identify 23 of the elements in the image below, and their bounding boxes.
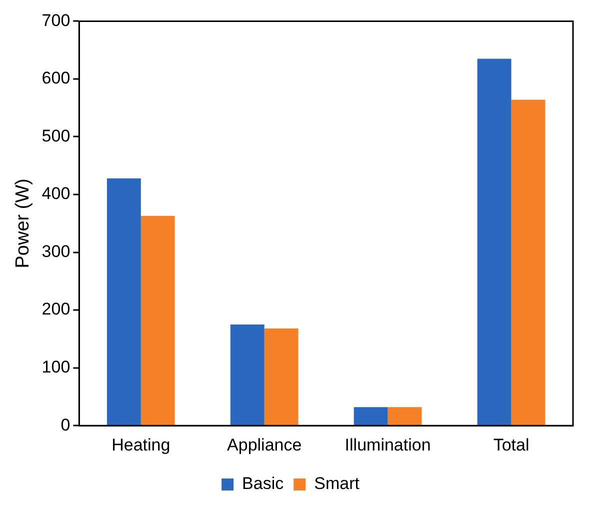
bar xyxy=(511,100,546,426)
bar xyxy=(477,58,512,426)
y-tick-label: 300 xyxy=(42,242,70,261)
y-tick-label: 700 xyxy=(42,10,70,30)
bar xyxy=(230,324,264,426)
y-tick-label: 400 xyxy=(42,184,70,204)
legend-label: Basic xyxy=(242,474,284,494)
legend-label: Smart xyxy=(314,474,360,494)
y-tick-label: 0 xyxy=(60,415,70,434)
bar xyxy=(354,407,388,426)
x-tick-label: Appliance xyxy=(227,435,302,454)
y-tick-label: 600 xyxy=(42,68,70,88)
x-tick-label: Illumination xyxy=(344,435,431,454)
y-tick-label: 200 xyxy=(42,300,70,319)
y-tick-label: 500 xyxy=(42,126,70,146)
x-tick-label: Heating xyxy=(112,435,170,454)
bar xyxy=(264,328,298,426)
y-axis-title: Power (W) xyxy=(12,178,34,268)
bar xyxy=(140,216,175,426)
bar xyxy=(106,178,141,426)
x-tick-label: Total xyxy=(493,435,530,454)
bar xyxy=(388,407,422,426)
y-tick-label: 100 xyxy=(42,358,70,377)
